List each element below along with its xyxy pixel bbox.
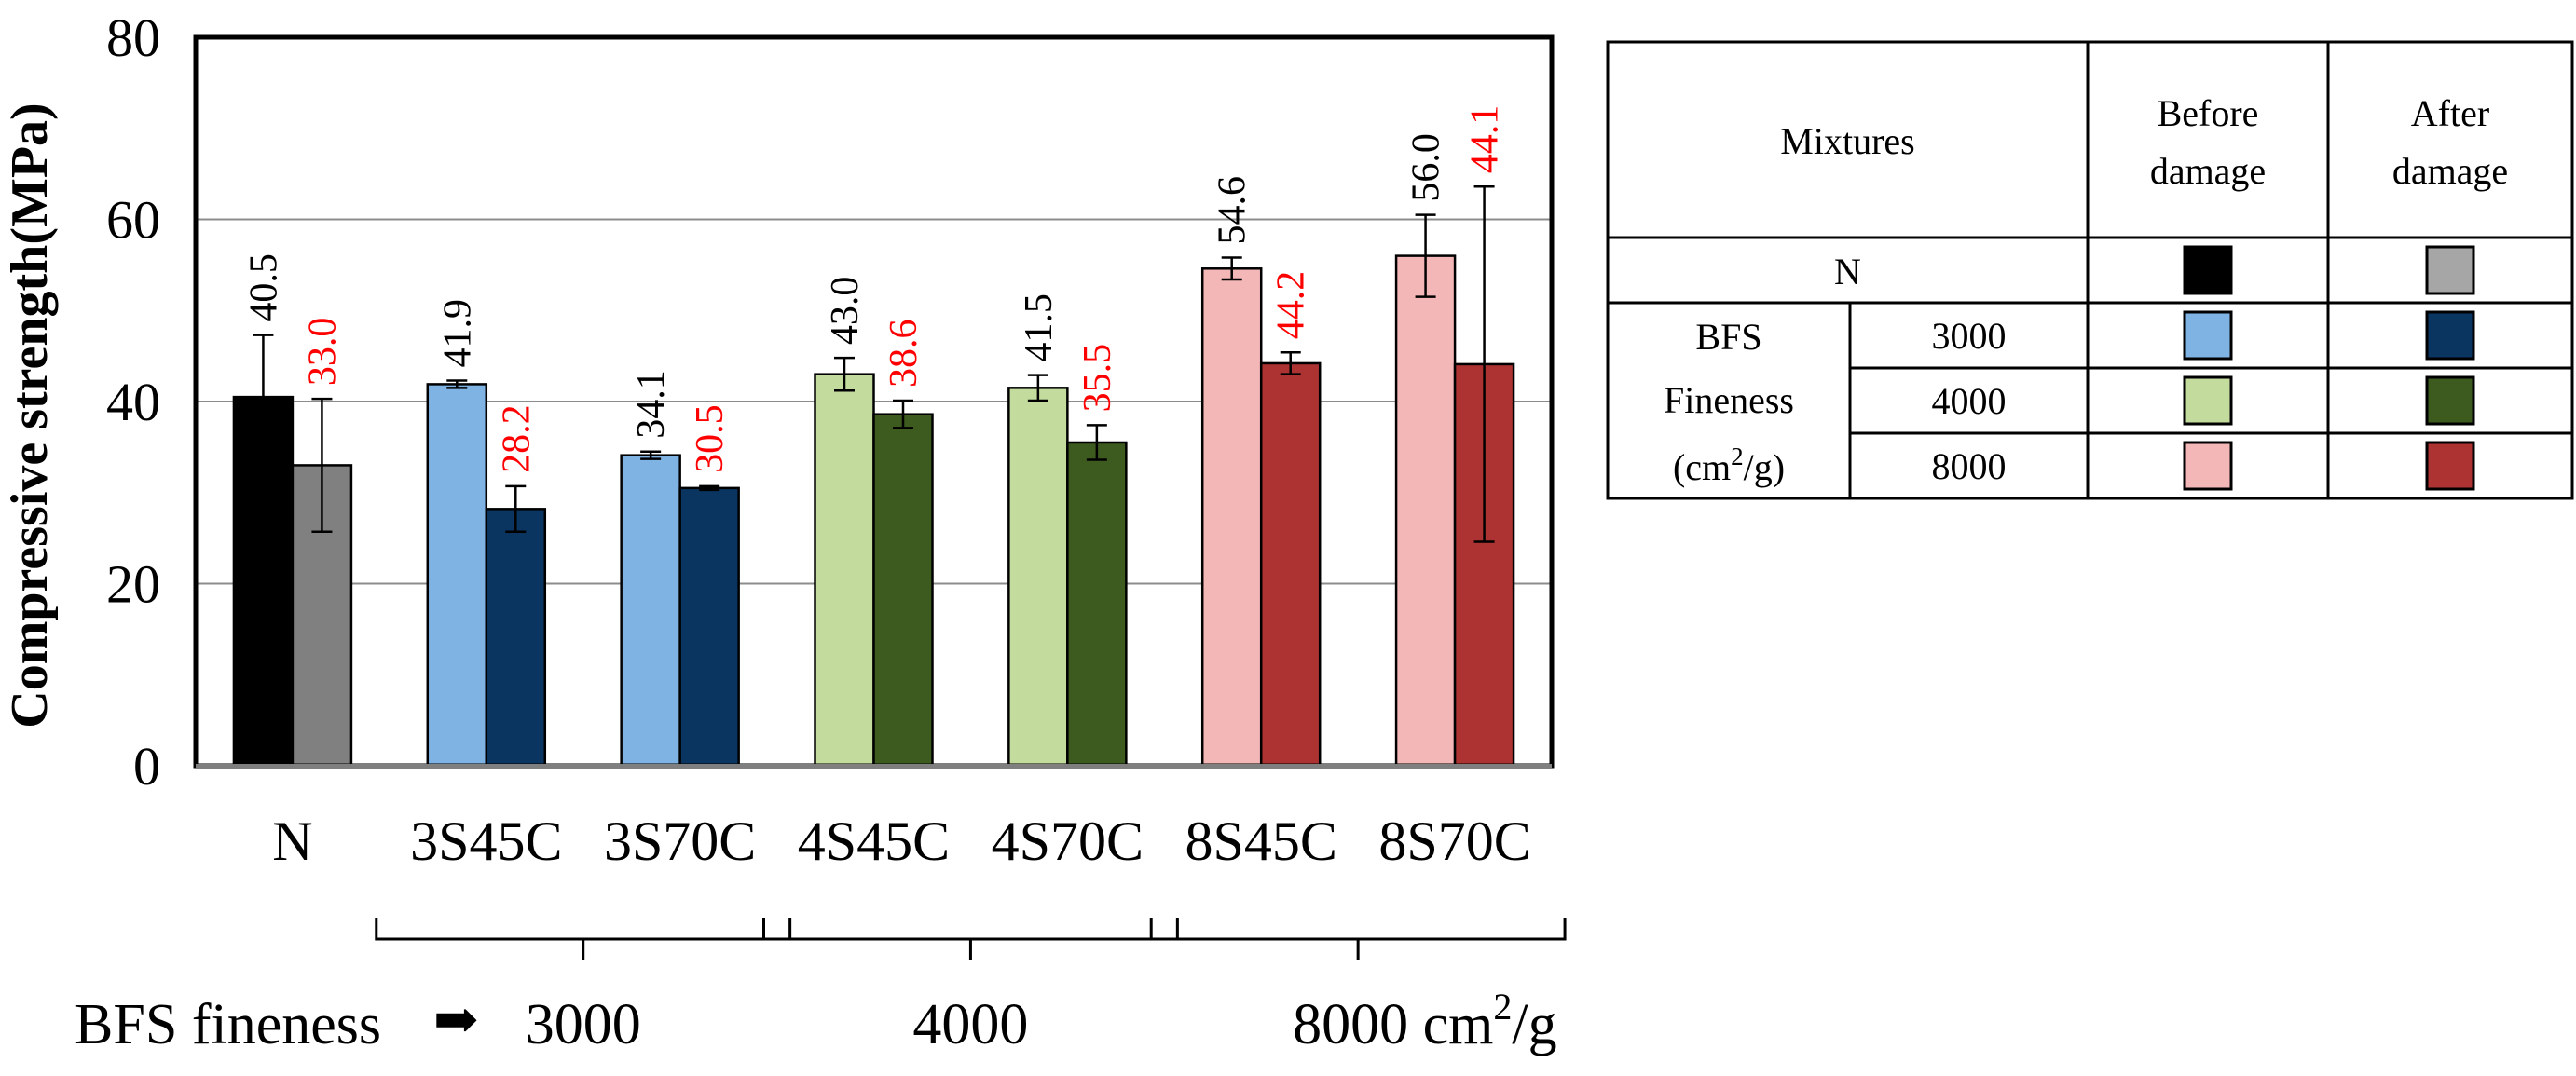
x-tick-label-4S70C: 4S70C (992, 810, 1144, 872)
data-label-after-8S45C: 44.2 (1270, 271, 1313, 340)
swatch-after-3000 (2425, 310, 2475, 361)
swatch-before-8000 (2183, 441, 2233, 491)
bars (232, 254, 1515, 768)
data-labels: 40.5 41.9 34.1 43.0 41.5 54.6 56.0 33.0 28.2 30.5… (242, 105, 1506, 473)
data-label-after-3S70C: 30.5 (689, 404, 732, 473)
error-bar-before-8S70C (1415, 213, 1436, 298)
legend-border (1606, 40, 2574, 500)
bracket-3000 (375, 918, 792, 960)
legend-unit-label: (cm2/g) (1673, 443, 1785, 488)
error-bar-after-N (311, 397, 333, 534)
swatch-before-N (2183, 245, 2233, 295)
swatch-before-3000 (2183, 310, 2233, 361)
bar-after-4S45C (872, 413, 934, 768)
bar-before-4S70C (1007, 387, 1069, 768)
legend-header-before: Before damage (2150, 92, 2266, 192)
fineness-annotation: BFS fineness ➡ 3000 4000 8000 cm2/g (75, 986, 1557, 1056)
bar-before-8S70C (1394, 254, 1457, 768)
arrow-icon: ➡ (433, 989, 479, 1050)
legend-table: Mixtures Before damage After damage N BFS Finen… (1606, 40, 2574, 500)
y-tick-label: 60 (106, 190, 160, 251)
fineness-prefix: BFS fineness (75, 993, 381, 1056)
swatch-after-N (2425, 245, 2475, 295)
error-bar-after-4S45C (893, 399, 913, 429)
error-bar-before-N (253, 334, 274, 460)
swatch-after-8000 (2425, 441, 2475, 491)
error-bar-after-3S70C (699, 484, 720, 492)
fineness-value-4000: 4000 (912, 993, 1028, 1056)
data-label-before-N: 40.5 (242, 253, 285, 322)
data-label-before-4S70C: 41.5 (1018, 293, 1061, 362)
legend-row-4000-label: 4000 (1932, 380, 2007, 422)
x-tick-label-8S70C: 8S70C (1378, 810, 1530, 872)
x-tick-label-8S45C: 8S45C (1185, 810, 1337, 872)
bar-after-8S45C (1259, 361, 1322, 768)
swatch-after-4000 (2425, 375, 2475, 426)
error-bar-after-4S70C (1086, 424, 1107, 461)
data-label-before-8S70C: 56.0 (1405, 133, 1448, 202)
error-bar-before-3S70C (640, 450, 662, 460)
data-label-before-8S45C: 54.6 (1212, 176, 1254, 245)
error-bar-after-8S70C (1473, 185, 1495, 543)
bar-before-8S45C (1200, 267, 1263, 768)
swatch-before-4000 (2183, 375, 2233, 426)
data-label-before-4S45C: 43.0 (824, 277, 867, 346)
fineness-value-8000: 8000 cm2/g (1293, 986, 1556, 1056)
legend-header-mixtures: Mixtures (1780, 120, 1914, 162)
fineness-value-3000: 3000 (526, 993, 641, 1056)
y-axis-title: Compressive strength(MPa) (1, 102, 59, 728)
data-label-after-N: 33.0 (301, 318, 344, 387)
bar-before-3S45C (426, 383, 488, 768)
legend-fineness-label: Fineness (1664, 379, 1794, 421)
bracket-8000 (1149, 918, 1567, 960)
bar-after-4S70C (1066, 441, 1128, 768)
legend-header-after: After damage (2392, 92, 2508, 192)
data-label-before-3S45C: 41.9 (436, 299, 479, 368)
x-tick-label-3S45C: 3S45C (410, 810, 562, 872)
bar-before-3S70C (620, 454, 681, 768)
legend-row-n-label: N (1834, 251, 1861, 293)
error-bar-after-8S45C (1280, 350, 1301, 375)
error-bar-before-4S70C (1027, 374, 1048, 402)
legend-row-3000-label: 3000 (1932, 315, 2007, 357)
y-tick-label: 80 (106, 7, 160, 68)
y-tick-label: 40 (106, 372, 160, 432)
bar-after-3S45C (485, 508, 547, 768)
error-bar-before-4S45C (834, 356, 855, 392)
y-tick-label: 20 (106, 554, 160, 615)
error-bars (253, 185, 1495, 543)
data-label-after-8S70C: 44.1 (1464, 105, 1507, 174)
error-bar-before-8S45C (1221, 256, 1242, 281)
y-tick-label: 0 (133, 736, 160, 797)
legend-bfs-label: BFS (1695, 316, 1761, 358)
x-tick-label-4S45C: 4S45C (798, 810, 950, 872)
y-tick-labels: 0 20 40 60 80 (106, 7, 160, 797)
x-tick-labels: N 3S45C 3S70C 4S45C 4S70C 8S45C 8S70C (272, 810, 1531, 872)
data-label-before-3S70C: 34.1 (630, 370, 673, 439)
fineness-brackets (375, 918, 1567, 960)
data-label-after-4S70C: 35.5 (1076, 344, 1119, 413)
data-label-after-4S45C: 38.6 (883, 320, 925, 388)
error-bar-before-3S45C (446, 379, 468, 389)
legend-row-8000-label: 8000 (1932, 445, 2007, 487)
x-tick-label-3S70C: 3S70C (604, 810, 756, 872)
bar-after-3S70C (678, 486, 740, 768)
bracket-4000 (762, 918, 1179, 960)
error-bar-after-3S45C (505, 484, 527, 534)
data-label-after-3S45C: 28.2 (495, 404, 538, 473)
x-tick-label-N: N (272, 810, 312, 872)
bar-before-4S45C (814, 373, 875, 768)
